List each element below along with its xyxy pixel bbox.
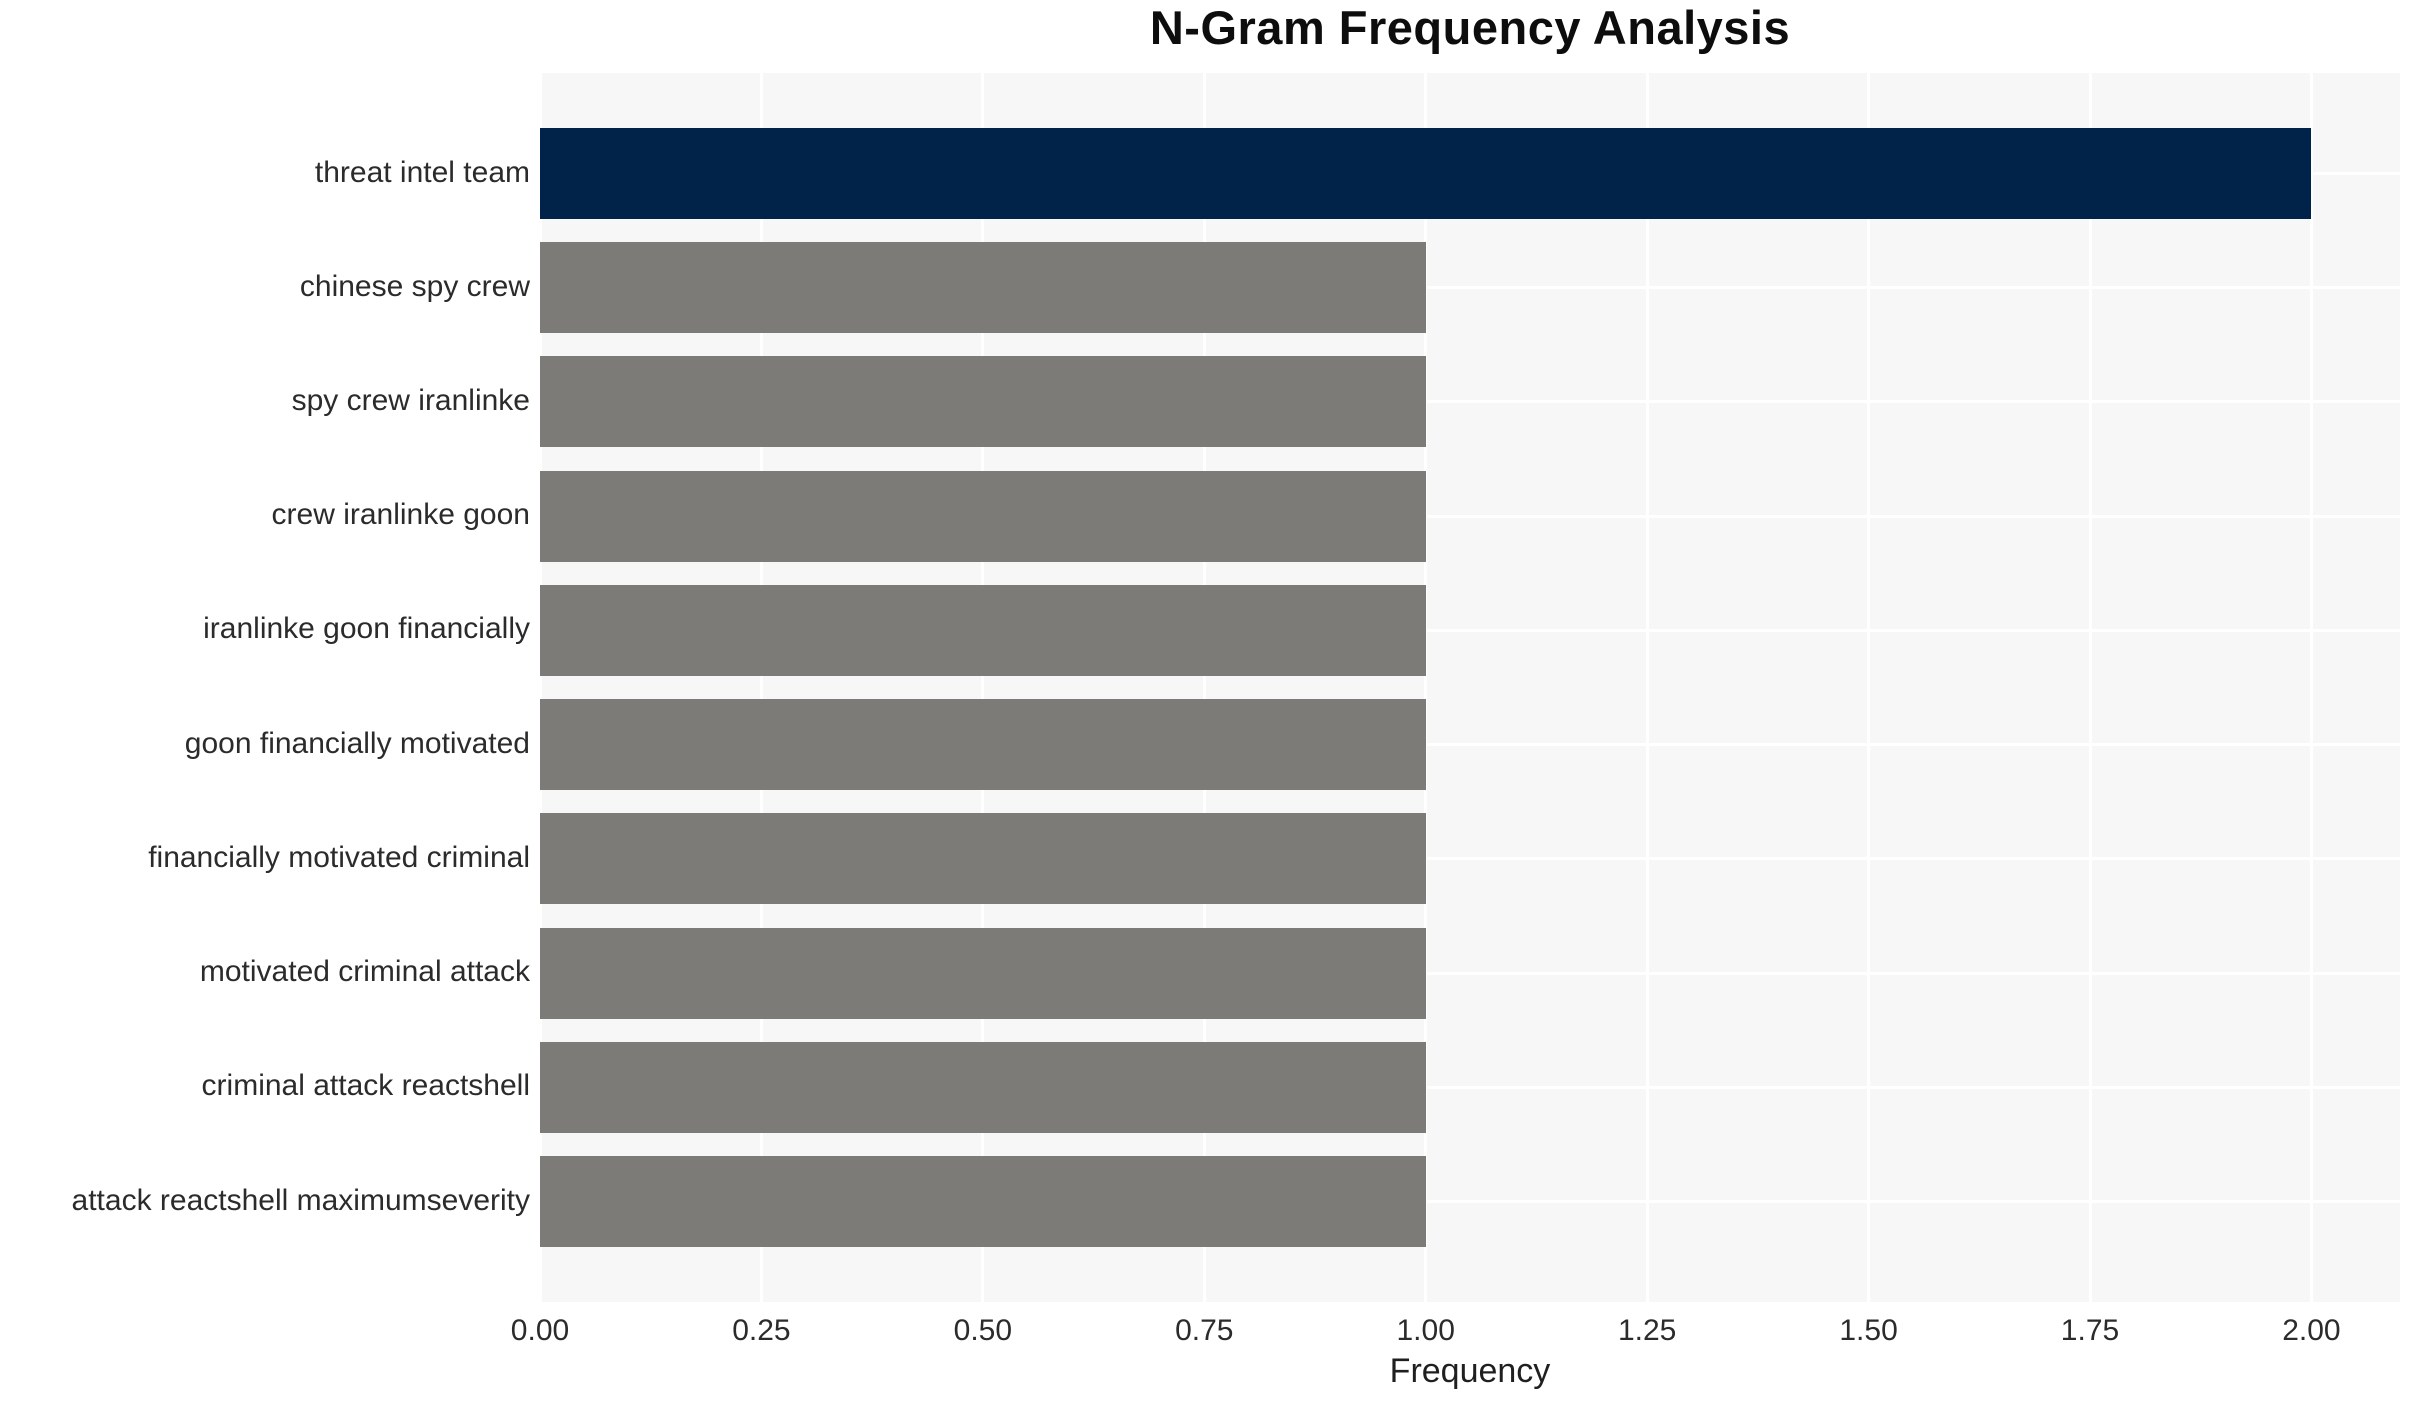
horizontal-gridline — [540, 857, 2400, 861]
horizontal-gridline — [540, 1200, 2400, 1203]
bar-goon-financially-motivated — [540, 699, 1426, 791]
chart-title: N-Gram Frequency Analysis — [1149, 1, 1791, 54]
horizontal-gridline — [540, 400, 2400, 404]
bar-iranlinke-goon-financially — [540, 584, 1426, 676]
bar-attack-reactshell-maximumseverity — [540, 1156, 1426, 1247]
y-axis-label: criminal attack reactshell — [201, 1069, 530, 1103]
y-axis-label: financially motivated criminal — [148, 840, 530, 874]
y-axis-label: crew iranlinke goon — [271, 498, 530, 532]
y-axis-label: motivated criminal attack — [199, 955, 530, 989]
bar-spy-crew-iranlinke — [540, 356, 1426, 448]
x-axis-tick-label: 0.00 — [510, 1314, 570, 1347]
y-axis-label: spy crew iranlinke — [291, 383, 530, 417]
x-axis-tick-label: 2.00 — [2282, 1314, 2341, 1347]
horizontal-gridline — [540, 514, 2400, 518]
x-axis-tick-label: 1.50 — [1839, 1314, 1898, 1347]
horizontal-gridline — [540, 971, 2400, 975]
vertical-gridline — [538, 73, 542, 1302]
horizontal-gridline — [540, 286, 2400, 290]
vertical-gridline — [1424, 73, 1428, 1302]
vertical-gridline — [1867, 73, 1871, 1302]
y-axis-label: goon financially motivated — [184, 726, 530, 760]
x-axis-tick-label: 0.75 — [1175, 1314, 1234, 1347]
x-axis-tick-label: 1.25 — [1617, 1314, 1677, 1347]
bar-criminal-attack-reactshell — [540, 1041, 1426, 1133]
horizontal-gridline — [540, 743, 2400, 747]
y-axis-label: threat intel team — [314, 155, 530, 189]
x-axis-tick-label: 1.75 — [2060, 1314, 2120, 1347]
vertical-gridline — [2309, 73, 2313, 1302]
vertical-gridline — [1645, 73, 1649, 1302]
x-axis-title: Frequency — [1389, 1352, 1551, 1390]
bar-financially-motivated-criminal — [540, 813, 1426, 905]
vertical-gridline — [759, 73, 763, 1302]
y-axis-label: iranlinke goon financially — [203, 612, 530, 646]
bar-threat-intel-team — [540, 128, 2312, 219]
x-axis-tick-label: 0.25 — [732, 1314, 791, 1347]
vertical-gridline — [981, 73, 985, 1302]
y-axis-label: attack reactshell maximumseverity — [71, 1183, 530, 1217]
horizontal-gridline — [540, 628, 2400, 632]
vertical-gridline — [2088, 73, 2092, 1302]
bar-crew-iranlinke-goon — [540, 470, 1426, 562]
x-axis-tick-label: 0.50 — [953, 1314, 1013, 1347]
plot-area — [538, 73, 2400, 1302]
y-axis-label: chinese spy crew — [299, 269, 530, 303]
x-axis-tick-label: 1.00 — [1396, 1314, 1455, 1347]
bar-chinese-spy-crew — [540, 242, 1426, 334]
bar-motivated-criminal-attack — [540, 927, 1426, 1019]
horizontal-gridline — [540, 1085, 2400, 1089]
vertical-gridline — [1202, 73, 1206, 1302]
